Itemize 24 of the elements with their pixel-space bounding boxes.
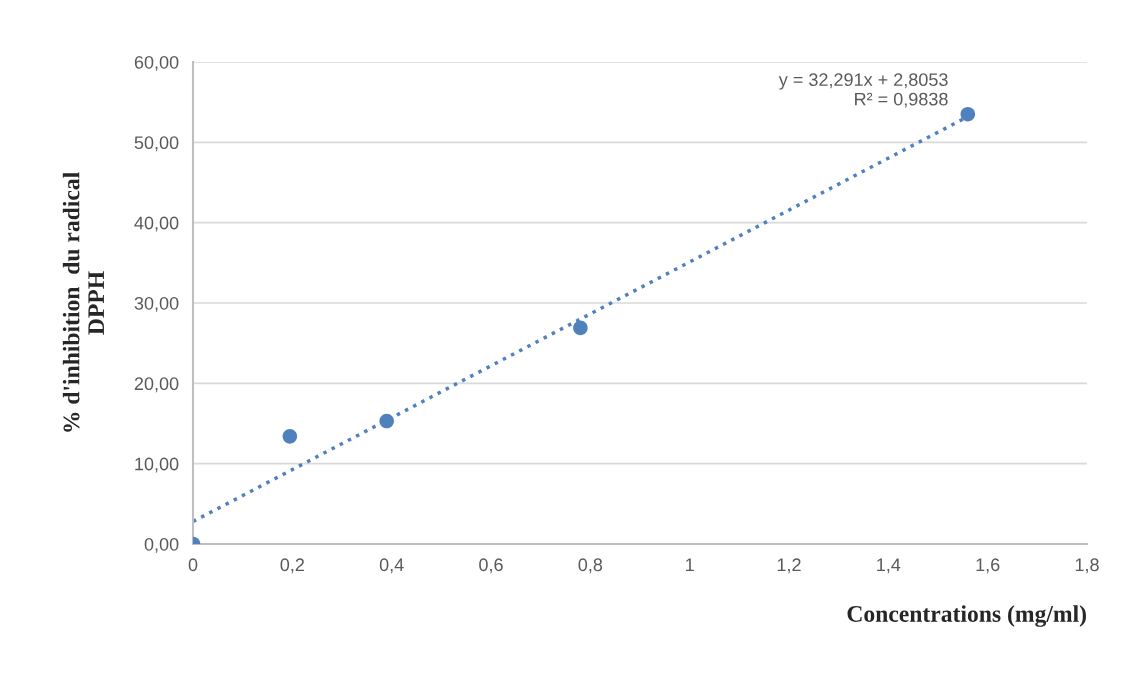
y-tick-label: 50,00 bbox=[134, 136, 179, 152]
x-tick-label: 0 bbox=[188, 558, 198, 572]
x-tick-label: 1,2 bbox=[777, 558, 801, 574]
y-tick-label: 30,00 bbox=[134, 296, 179, 312]
y-tick-label: 0,00 bbox=[144, 537, 179, 553]
x-tick-label: 0,4 bbox=[379, 558, 404, 574]
x-tick-label: 1,6 bbox=[976, 558, 1000, 574]
y-tick-label: 20,00 bbox=[134, 377, 179, 393]
x-tick-label: 1,8 bbox=[1075, 558, 1099, 574]
point bbox=[282, 429, 298, 444]
x-tick-label: 0,2 bbox=[280, 558, 304, 574]
y-tick-label: 10,00 bbox=[135, 457, 179, 473]
x-tick-label: 0,6 bbox=[479, 558, 503, 574]
x-tick-label: 0,8 bbox=[578, 558, 603, 574]
y-axis-title: % d'inhibition du radical DPPH bbox=[62, 172, 104, 432]
annotation: y = 32,291x + 2,8053 R² = 0,9838 bbox=[778, 73, 948, 108]
x-tick-label: 1,4 bbox=[877, 558, 901, 574]
y-tick-label: 40,00 bbox=[134, 216, 179, 232]
y-tick-label: 60,00 bbox=[134, 55, 179, 71]
point bbox=[960, 106, 976, 122]
x-axis-title: Concentrations (mg/ml) bbox=[847, 605, 1086, 627]
point bbox=[573, 320, 588, 336]
x-tick-label: 1 bbox=[686, 558, 694, 571]
point bbox=[379, 413, 394, 429]
